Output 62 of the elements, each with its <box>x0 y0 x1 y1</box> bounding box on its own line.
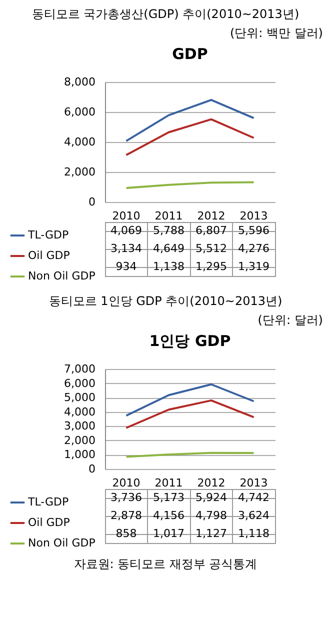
x-tick-label: 2013 <box>240 476 268 490</box>
data-label: 2,878 <box>110 509 142 522</box>
line-series <box>125 383 255 417</box>
data-label: 5,788 <box>153 224 184 237</box>
legend-label: Non Oil GDP <box>28 270 96 282</box>
text: 동티모르 1인당 GDP 추이(2010~2013년) <box>48 293 284 310</box>
legend-label: Non Oil GDP <box>28 536 96 550</box>
line-series <box>125 399 255 429</box>
line-series <box>125 98 255 142</box>
x-tick-label: 2012 <box>197 210 226 222</box>
y-tick-label: 6,000 <box>64 376 96 390</box>
text: 동티모르 국가총생산(GDP) 추이(2010~2013년) <box>30 6 300 23</box>
y-tick-label: 0 <box>88 462 96 476</box>
y-tick-label: 2,000 <box>64 166 96 178</box>
data-label: 858 <box>116 527 137 540</box>
x-tick-label: 2012 <box>197 476 226 490</box>
data-label: 4,649 <box>153 242 184 255</box>
data-label: 5,924 <box>196 491 227 504</box>
data-label: 4,276 <box>238 242 270 255</box>
data-label: 5,173 <box>153 491 184 504</box>
y-tick-label: 4,000 <box>64 136 96 148</box>
y-tick-label: 4,000 <box>64 405 96 418</box>
y-tick-label: 1,000 <box>64 448 96 462</box>
text: 자료원: 동티모르 재정부 공식통계 <box>72 556 258 573</box>
data-label: 3,134 <box>110 242 142 255</box>
y-tick-label: 0 <box>88 196 96 208</box>
x-tick-label: 2011 <box>154 476 183 490</box>
legend-label: TL-GDP <box>27 496 70 508</box>
data-label: 1,118 <box>238 527 270 540</box>
x-tick-label: 2013 <box>240 210 268 222</box>
data-label: 5,512 <box>196 242 227 255</box>
data-label: 1,319 <box>238 260 270 273</box>
y-tick-label: 8,000 <box>64 76 96 88</box>
y-tick-label: 2,000 <box>64 434 96 447</box>
data-label: 934 <box>116 260 137 273</box>
text: (단위: 달러) <box>256 312 324 329</box>
data-label: 1,017 <box>153 527 184 540</box>
legend-label: TL-GDP <box>27 228 70 242</box>
data-label: 1,127 <box>196 527 227 540</box>
text: (단위: 백만 달러) <box>228 25 324 42</box>
data-label: 4,069 <box>110 224 142 237</box>
legend-label: Oil GDP <box>28 516 70 529</box>
data-label: 5,596 <box>238 224 270 237</box>
x-tick-label: 2010 <box>112 476 140 490</box>
y-tick-label: 7,000 <box>64 362 96 376</box>
data-label: 6,807 <box>196 224 227 237</box>
chart-title: GDP <box>172 45 208 63</box>
x-tick-label: 2011 <box>154 210 183 222</box>
data-label: 1,138 <box>153 260 184 273</box>
data-label: 4,742 <box>238 491 270 504</box>
data-label: 3,736 <box>110 491 142 504</box>
x-tick-label: 2010 <box>112 210 140 222</box>
data-label: 4,798 <box>196 509 227 522</box>
legend-label: Oil GDP <box>28 249 70 262</box>
y-tick-label: 5,000 <box>64 391 96 404</box>
y-tick-label: 6,000 <box>64 106 96 118</box>
data-label: 3,624 <box>238 509 270 522</box>
line-series <box>125 118 255 156</box>
y-tick-label: 3,000 <box>64 420 96 433</box>
data-label: 4,156 <box>153 509 184 522</box>
chart-title: 1인당 GDP <box>149 332 231 350</box>
data-label: 1,295 <box>196 260 227 273</box>
